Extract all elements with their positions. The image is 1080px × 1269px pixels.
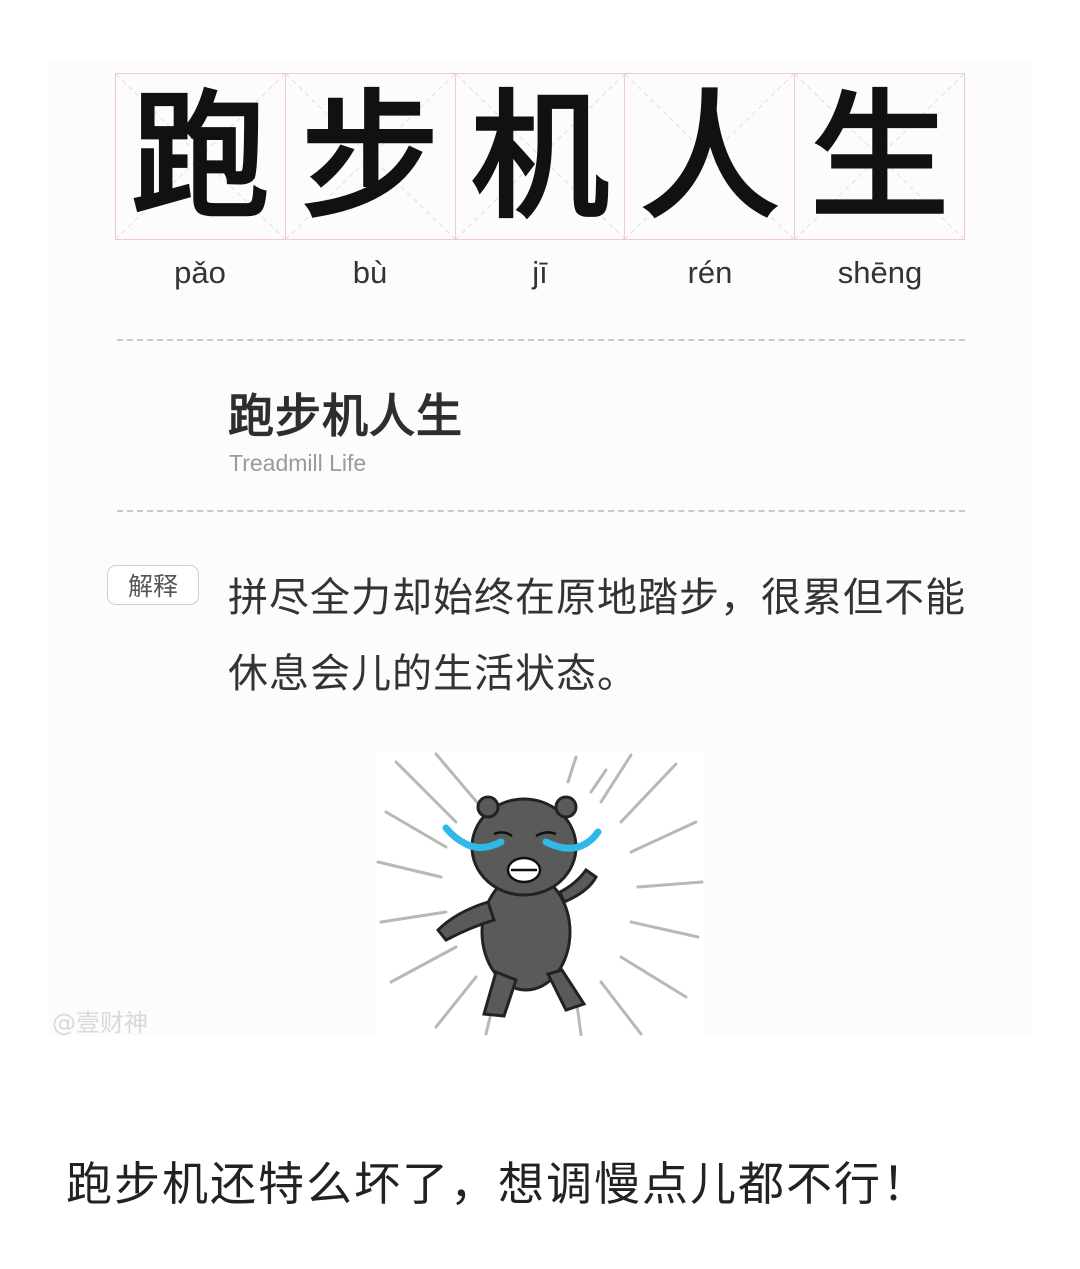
divider xyxy=(117,510,965,512)
pinyin-label: rén xyxy=(687,255,733,290)
pinyin-label: bù xyxy=(352,255,388,290)
pinyin-row: pǎo bù jī rén shēng xyxy=(115,255,965,291)
pinyin-label: shēng xyxy=(837,255,923,290)
character-cell: 生 xyxy=(795,74,964,239)
character-cell: 步 xyxy=(285,74,456,239)
definition-badge: 解释 xyxy=(107,565,199,605)
character-cell: 跑 xyxy=(116,74,286,239)
hanzi-char: 机 xyxy=(470,74,609,238)
hanzi-char: 步 xyxy=(301,74,440,238)
character-grid: 跑 步 机 人 生 xyxy=(115,73,965,240)
hanzi-char: 生 xyxy=(810,74,949,238)
watermark: @壹财神 xyxy=(52,1009,148,1037)
hanzi-char: 人 xyxy=(640,74,779,238)
caption-text: 跑步机还特么坏了，想调慢点儿都不行！ xyxy=(66,1157,930,1211)
definition-text: 拼尽全力却始终在原地踏步，很累但不能休息会儿的生活状态。 xyxy=(228,575,966,697)
term-english: Treadmill Life xyxy=(229,450,367,476)
crying-bear-icon xyxy=(376,752,704,1037)
pinyin-label: pǎo xyxy=(174,255,226,290)
character-cell: 人 xyxy=(625,74,796,239)
pinyin-label: jī xyxy=(532,255,548,290)
divider xyxy=(117,339,965,341)
term-title: 跑步机人生 xyxy=(228,389,463,443)
hanzi-char: 跑 xyxy=(131,74,270,238)
character-cell: 机 xyxy=(455,74,626,239)
